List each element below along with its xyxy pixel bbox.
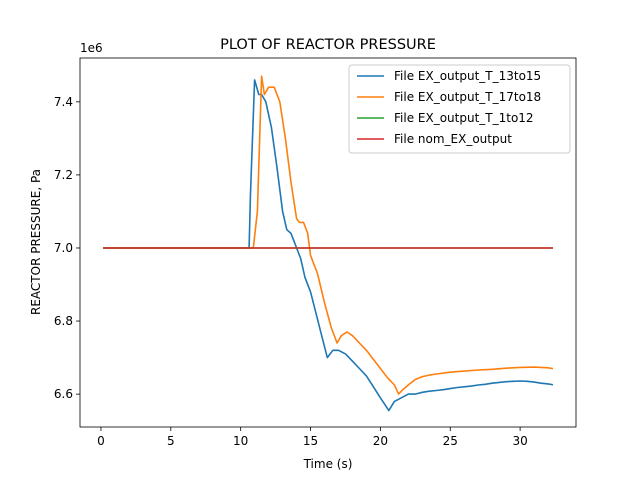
chart-title: PLOT OF REACTOR PRESSURE <box>220 37 436 53</box>
y-tick-label: 6.6 <box>54 387 73 401</box>
plot-frame <box>79 57 577 428</box>
y-tick-label: 7.0 <box>54 241 73 255</box>
legend-items: File EX_output_T_13to15 File EX_output_T_… <box>357 69 541 146</box>
series-layer <box>103 75 554 412</box>
x-tick-label: 30 <box>512 434 527 448</box>
y-tick-label: 6.8 <box>54 314 73 328</box>
legend: File EX_output_T_13to15 File EX_output_T_… <box>348 64 571 154</box>
x-tick-label: 15 <box>303 434 318 448</box>
x-axis-ticks: 0 5 10 15 20 25 30 <box>97 427 528 448</box>
y-offset-label: 1e6 <box>80 41 103 55</box>
x-tick-label: 5 <box>167 434 175 448</box>
x-tick-label: 10 <box>233 434 248 448</box>
x-tick-label: 0 <box>97 434 105 448</box>
y-axis-label: REACTOR PRESSURE, Pa <box>29 169 43 315</box>
legend-label: File EX_output_T_13to15 <box>394 69 541 83</box>
y-axis-ticks: 6.6 6.8 7.0 7.2 7.4 <box>54 95 80 401</box>
x-tick-label: 25 <box>443 434 458 448</box>
x-axis-label: Time (s) <box>303 457 353 471</box>
legend-label: File EX_output_T_1to12 <box>394 111 534 125</box>
series-line-2 <box>103 75 554 395</box>
legend-box <box>348 64 571 154</box>
y-tick-label: 7.2 <box>54 168 73 182</box>
y-tick-label: 7.4 <box>54 95 73 109</box>
legend-label: File nom_EX_output <box>394 132 512 146</box>
series-line-1 <box>103 79 554 412</box>
legend-label: File EX_output_T_17to18 <box>394 90 541 104</box>
x-tick-label: 20 <box>373 434 388 448</box>
